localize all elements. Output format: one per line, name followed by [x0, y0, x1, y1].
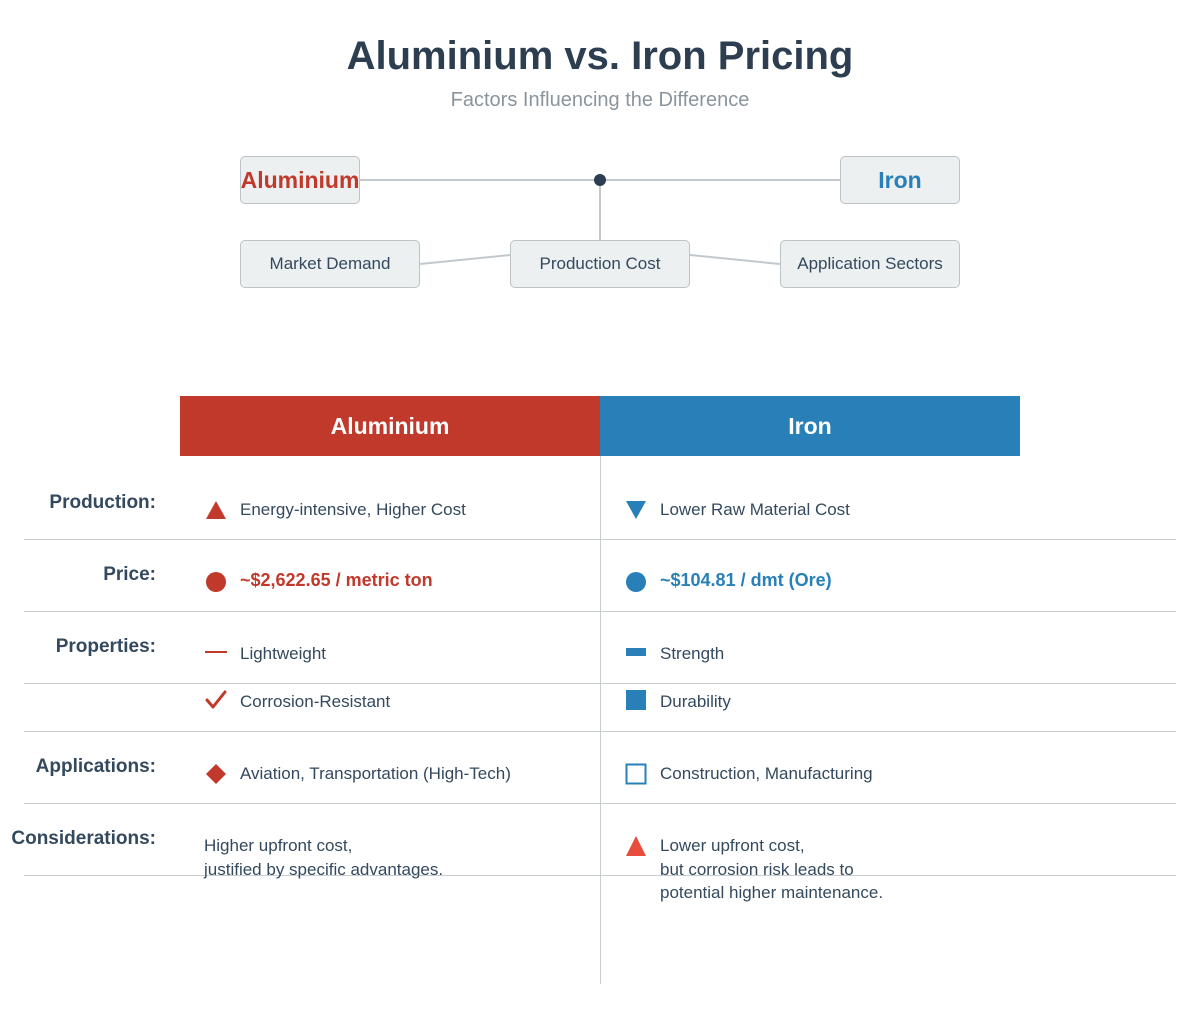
node-aluminium: Aluminium: [240, 156, 360, 204]
iron-price: ~$104.81 / dmt (Ore): [660, 570, 832, 590]
aluminium-price: ~$2,622.65 / metric ton: [240, 570, 433, 590]
column-header-iron-label: Iron: [788, 412, 832, 439]
row-divider: [24, 539, 1176, 540]
aluminium-production: Energy-intensive, Higher Cost: [240, 500, 466, 519]
row-divider: [24, 683, 1176, 684]
application-sectors-connector: [689, 254, 781, 265]
row-label-applications: Applications:: [35, 756, 156, 777]
market-demand-connector: [419, 254, 511, 265]
column-header-aluminium-label: Aluminium: [330, 412, 450, 439]
junction-dot: [594, 174, 606, 186]
column-header-iron: Iron: [600, 396, 1020, 456]
square-icon: [626, 690, 646, 710]
aluminium-applications: Aviation, Transportation (High-Tech): [240, 764, 511, 783]
square-outline-icon: [625, 763, 647, 785]
dash-icon: [205, 651, 227, 653]
row-divider: [24, 731, 1176, 732]
column-divider: [600, 456, 601, 984]
row-label-considerations: Considerations:: [11, 828, 156, 849]
iron-property-strength: Strength: [660, 644, 725, 663]
node-iron: Iron: [840, 156, 960, 204]
circle-icon: [626, 572, 646, 592]
node-application-sectors: Application Sectors: [780, 240, 960, 288]
row-label-price: Price:: [103, 564, 156, 585]
circle-icon: [206, 572, 226, 592]
iron-property-durability: Durability: [660, 692, 731, 711]
triangle-up-icon: [206, 501, 226, 519]
triangle-down-icon: [626, 501, 646, 519]
row-label-properties: Properties:: [55, 636, 156, 657]
page-subtitle: Factors Influencing the Difference: [450, 89, 750, 111]
column-header-aluminium: Aluminium: [180, 396, 600, 456]
node-aluminium-label: Aluminium: [240, 166, 360, 193]
row-divider: [24, 875, 1176, 876]
aluminium-property-corrosion: Corrosion-Resistant: [240, 692, 391, 711]
iron-applications: Construction, Manufacturing: [660, 764, 873, 783]
iron-considerations-line-2: but corrosion risk leads to: [660, 860, 854, 879]
iron-production: Lower Raw Material Cost: [660, 500, 850, 519]
node-iron-label: Iron: [878, 166, 922, 193]
aluminium-property-lightweight: Lightweight: [240, 644, 327, 663]
page-title: Aluminium vs. Iron Pricing: [346, 34, 854, 78]
node-market-demand: Market Demand: [240, 240, 420, 288]
row-label-production: Production:: [49, 492, 156, 513]
iron-considerations-line-1: Lower upfront cost,: [660, 836, 805, 855]
checkmark-icon: [205, 690, 227, 709]
row-divider: [24, 611, 1176, 612]
node-market-demand-label: Market Demand: [269, 254, 391, 273]
row-divider: [24, 803, 1176, 804]
node-production-cost-label: Production Cost: [539, 254, 661, 273]
aluminium-considerations-line-2: justified by specific advantages.: [204, 860, 444, 879]
warning-triangle-icon: [626, 836, 646, 856]
iron-considerations-line-3: potential higher maintenance.: [660, 883, 884, 902]
node-application-sectors-label: Application Sectors: [797, 254, 943, 273]
node-production-cost: Production Cost: [510, 240, 690, 288]
diagram-connectors: [360, 174, 840, 265]
diamond-icon: [206, 764, 226, 784]
bar-icon: [626, 648, 646, 656]
aluminium-considerations-line-1: Higher upfront cost,: [204, 836, 353, 855]
